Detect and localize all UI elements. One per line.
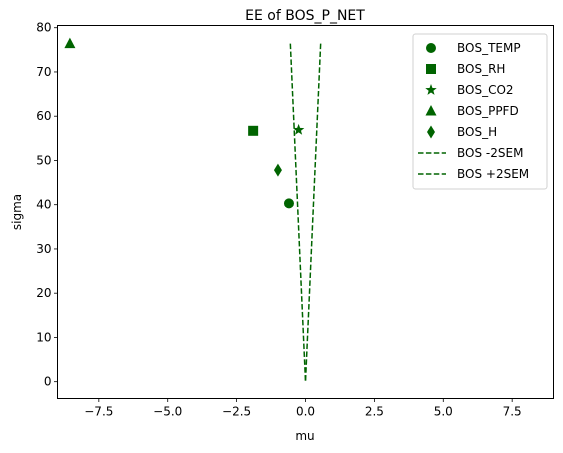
legend-label: BOS_CO2: [457, 83, 514, 97]
y-tick-label: 10: [36, 330, 51, 344]
x-tick-label: 2.5: [365, 405, 384, 419]
data-point: [292, 123, 305, 135]
y-tick-label: 20: [36, 286, 51, 300]
y-tick-label: 60: [36, 109, 51, 123]
chart-title: EE of BOS_P_NET: [245, 8, 365, 24]
data-point: [283, 198, 294, 209]
x-axis-label: mu: [295, 429, 314, 443]
x-tick-label: −7.5: [84, 405, 113, 419]
legend-label: BOS_TEMP: [457, 41, 521, 55]
x-tick-label: 5.0: [434, 405, 453, 419]
legend-marker: [425, 84, 437, 95]
y-tick-label: 30: [36, 242, 51, 256]
data-point: [273, 163, 282, 177]
legend-marker: [427, 125, 435, 139]
x-tick-label: 7.5: [503, 405, 522, 419]
x-axis: −7.5 −5.0 −2.5 0.0 2.5 5.0 7.5: [84, 398, 522, 419]
y-tick-label: 0: [44, 375, 52, 389]
legend-marker: [426, 64, 436, 74]
sem-line: [289, 43, 307, 382]
legend-label: BOS_RH: [457, 62, 505, 76]
legend-label: BOS -2SEM: [457, 146, 523, 160]
legend-label: BOS_PPFD: [457, 104, 519, 118]
legend-label: BOS +2SEM: [457, 167, 529, 181]
legend-box: [412, 33, 548, 190]
legend-marker: [426, 43, 436, 53]
sem-lines: [289, 43, 322, 382]
x-tick-label: 0.0: [296, 405, 315, 419]
y-tick-label: 50: [36, 153, 51, 167]
legend: BOS_TEMP BOS_RH BOS_CO2 BOS_PPFD BOS_H BOS -2…: [412, 33, 548, 190]
data-point: [248, 125, 259, 136]
sem-line: [304, 43, 322, 382]
y-tick-label: 40: [36, 198, 51, 212]
data-point: [64, 37, 76, 49]
legend-marker: [425, 105, 437, 116]
y-axis-label: sigma: [10, 194, 24, 230]
data-points: [64, 37, 305, 209]
legend-label: BOS_H: [457, 125, 497, 139]
x-tick-label: −2.5: [222, 405, 251, 419]
y-tick-label: 80: [36, 21, 51, 35]
y-axis: 0 10 20 30 40 50 60 70 80: [36, 21, 58, 389]
y-tick-label: 70: [36, 65, 51, 79]
x-tick-label: −5.0: [153, 405, 182, 419]
